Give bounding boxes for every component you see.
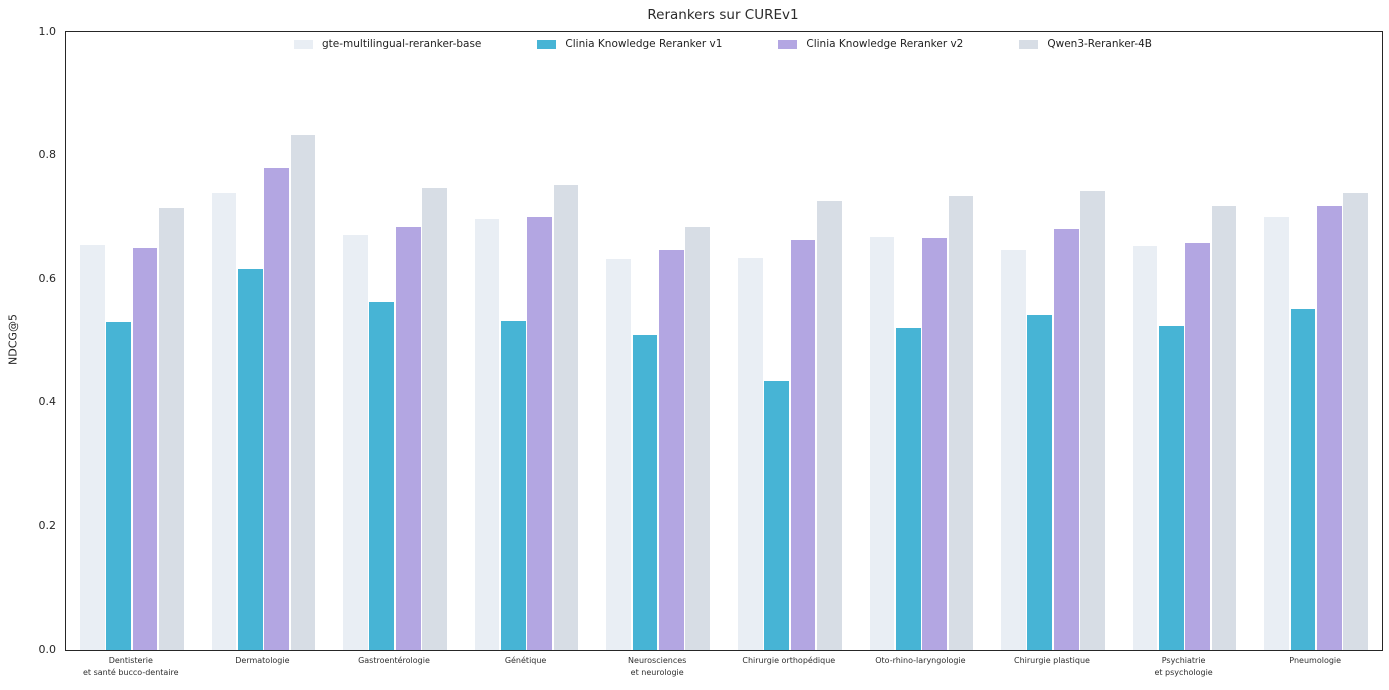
x-tick-label: Chirurgie plastique [1014, 656, 1090, 665]
y-tick-label: 0.4 [38, 395, 57, 409]
x-tick-label: Chirurgie orthopédique [742, 656, 836, 665]
x-tick-label: Pneumologie [1289, 656, 1342, 665]
legend-swatch-icon [537, 39, 557, 49]
bar [816, 200, 842, 650]
y-tick-label: 0.8 [38, 148, 57, 162]
x-tick-label: Psychiatrie et psychologie [1154, 656, 1213, 677]
bar [395, 227, 421, 650]
bar [343, 234, 368, 650]
bar [1264, 217, 1290, 650]
plot-area [65, 31, 1383, 651]
bar [948, 196, 974, 650]
y-tick-label: 0.6 [38, 271, 57, 285]
bar [79, 245, 105, 650]
legend-item: Clinia Knowledge Reranker v2 [778, 38, 963, 50]
bar [290, 134, 316, 650]
bar [922, 238, 947, 650]
x-tick-label: Gastroentérologie [358, 656, 430, 665]
bar [632, 335, 658, 650]
bar [132, 248, 158, 650]
bar [501, 320, 526, 650]
legend-item: Clinia Knowledge Reranker v1 [537, 38, 722, 50]
bar [685, 227, 711, 650]
bar [474, 218, 500, 650]
bar [237, 269, 263, 650]
bar [1001, 249, 1026, 650]
bar [1159, 326, 1184, 650]
bar [1027, 315, 1053, 650]
bar [1185, 243, 1211, 650]
bar [1211, 205, 1237, 650]
bar [737, 258, 763, 650]
bar [606, 259, 632, 650]
chart-title: Rerankers sur CUREv1 [647, 7, 799, 23]
x-tick-label: Oto-rhino-laryngologie [875, 656, 966, 665]
y-tick-label: 0.2 [38, 518, 57, 532]
bar [553, 184, 579, 650]
bar [106, 321, 131, 650]
bar [1053, 229, 1079, 650]
bar [869, 237, 895, 650]
y-tick-label: 1.0 [38, 24, 57, 38]
bar [895, 328, 921, 650]
bar [422, 187, 447, 650]
bar [790, 240, 816, 650]
y-axis-label: NDCG@5 [6, 314, 20, 365]
legend: gte-multilingual-reranker-base Clinia Kno… [65, 38, 1381, 50]
x-tick-label: Neurosciences et neurologie [628, 656, 687, 677]
bar [527, 216, 553, 650]
bar [211, 192, 237, 650]
legend-label: Qwen3-Reranker-4B [1047, 38, 1152, 50]
bar [264, 167, 289, 650]
legend-label: gte-multilingual-reranker-base [322, 38, 482, 50]
x-tick-label: Dentisterie et santé bucco-dentaire [83, 656, 179, 677]
x-tick-label: Génétique [504, 656, 547, 665]
bar [1132, 245, 1158, 650]
x-tick-label: Dermatologie [235, 656, 290, 665]
legend-item: Qwen3-Reranker-4B [1019, 38, 1152, 50]
bar [1290, 308, 1316, 650]
bar [1080, 191, 1105, 650]
legend-swatch-icon [1019, 39, 1039, 49]
legend-swatch-icon [778, 39, 798, 49]
legend-swatch-icon [294, 39, 313, 49]
bar [764, 380, 789, 650]
legend-label: Clinia Knowledge Reranker v2 [806, 38, 964, 50]
bar [158, 208, 184, 650]
bar [369, 302, 395, 650]
bar [1317, 206, 1342, 650]
y-tick-label: 0.0 [38, 642, 57, 656]
legend-label: Clinia Knowledge Reranker v1 [565, 38, 723, 50]
legend-item: gte-multilingual-reranker-base [294, 38, 481, 50]
bar [659, 249, 684, 650]
bar [1343, 192, 1369, 650]
